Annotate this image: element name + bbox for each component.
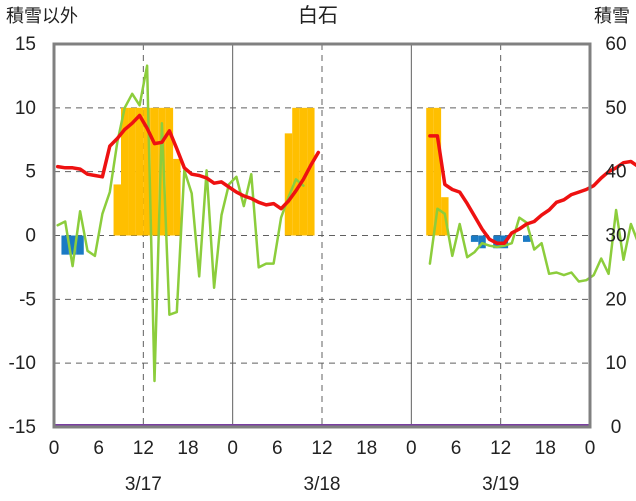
precip-orange-bar [173, 158, 181, 236]
precip-blue-bar [76, 235, 84, 255]
day-label: 3/19 [482, 474, 519, 495]
x-tick-label: 6 [272, 438, 283, 459]
right-tick-label: 60 [605, 34, 626, 55]
right-tick-label: 40 [605, 162, 626, 183]
left-tick-label: 0 [25, 226, 36, 247]
precip-blue-bar [68, 235, 77, 255]
wind-line [56, 64, 305, 383]
x-tick-label: 18 [535, 438, 556, 459]
precip-orange-bar [135, 107, 144, 236]
temperature-line [428, 134, 636, 245]
wind-line [428, 207, 636, 283]
x-tick-label: 0 [227, 438, 238, 459]
x-tick-label: 0 [406, 438, 417, 459]
precip-blue-bar [470, 235, 479, 242]
precip-orange-bar [307, 107, 315, 236]
x-tick-label: 18 [356, 438, 377, 459]
precip-orange-bar [128, 107, 136, 236]
left-tick-label: -15 [9, 417, 36, 438]
left-tick-label: -5 [19, 289, 36, 310]
x-tick-label: 12 [311, 438, 332, 459]
precip-orange-bar [143, 107, 151, 236]
day-label: 3/18 [304, 474, 341, 495]
x-tick-label: 0 [585, 438, 596, 459]
precip-orange-bar [299, 107, 308, 236]
precip-orange-bar [165, 107, 174, 236]
frame-layer [52, 42, 592, 429]
precip-orange-bar [113, 184, 121, 236]
left-axis-label: 積雪以外 [6, 6, 78, 27]
chart-title: 白石 [298, 3, 338, 27]
right-tick-label: 20 [605, 289, 626, 310]
day-label: 3/17 [125, 474, 162, 495]
left-tick-label: 10 [15, 98, 36, 119]
precip-orange-bar [292, 107, 300, 236]
precip-blue-bar [478, 235, 486, 249]
precip-orange-bar [284, 133, 293, 236]
precip-orange-bar [426, 107, 434, 236]
right-axis-label: 積雪 [594, 6, 630, 27]
precip-blue-bar [523, 235, 531, 242]
lines-layer [54, 64, 636, 427]
precip-orange-bar [433, 107, 442, 236]
x-tick-label: 0 [49, 438, 60, 459]
plot-frame [52, 42, 592, 429]
right-tick-label: 50 [605, 98, 626, 119]
right-tick-label: 10 [605, 353, 626, 374]
temperature-line [55, 113, 321, 211]
precip-orange-bar [158, 107, 166, 236]
x-tick-label: 6 [93, 438, 104, 459]
right-tick-label: 30 [605, 226, 626, 247]
precip-blue-bar [61, 235, 69, 255]
x-tick-label: 12 [490, 438, 511, 459]
x-tick-label: 6 [451, 438, 462, 459]
precip-orange-bar [121, 107, 129, 236]
left-tick-label: 5 [25, 162, 36, 183]
x-tick-label: 18 [177, 438, 198, 459]
right-tick-label: 0 [611, 417, 622, 438]
x-tick-label: 12 [133, 438, 154, 459]
left-tick-label: 15 [15, 34, 36, 55]
left-tick-label: -10 [9, 353, 36, 374]
precip-orange-bar [150, 107, 159, 236]
